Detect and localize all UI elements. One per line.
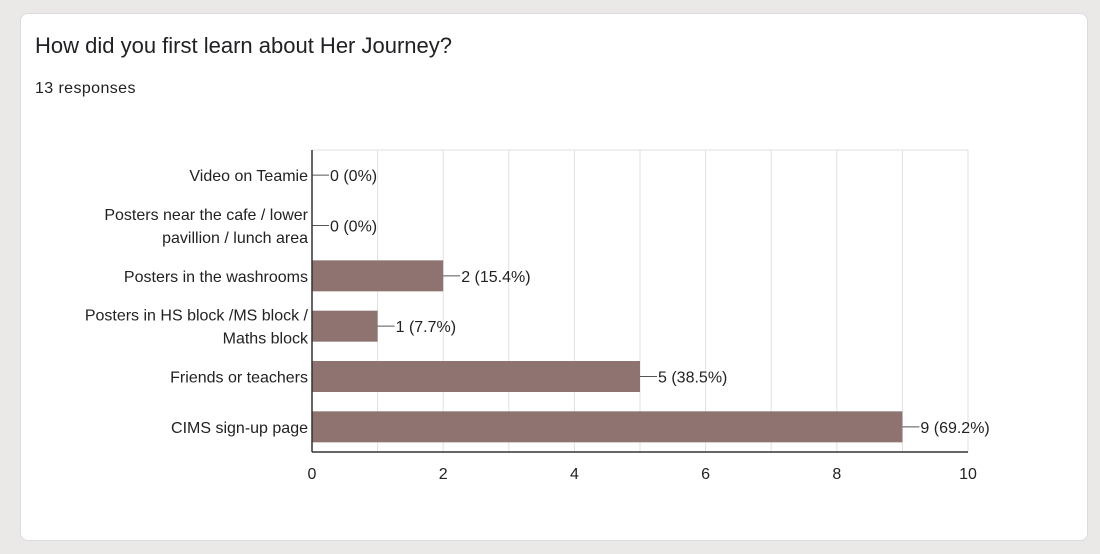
- category-label: Posters in HS block /MS block /: [85, 308, 309, 325]
- category-label: Maths block: [223, 331, 309, 348]
- category-label: pavillion / lunch area: [162, 230, 308, 247]
- data-label: 5 (38.5%): [658, 370, 727, 387]
- x-tick-label: 0: [308, 466, 317, 483]
- data-label: 9 (69.2%): [920, 420, 989, 437]
- bar: [312, 310, 378, 342]
- category-label: Video on Teamie: [189, 168, 308, 185]
- chart-card: [20, 13, 1088, 541]
- data-label: 0 (0%): [330, 219, 377, 236]
- x-tick-label: 10: [959, 466, 977, 483]
- x-tick-label: 6: [701, 466, 710, 483]
- category-label: CIMS sign-up page: [171, 420, 308, 437]
- category-label: Posters near the cafe / lower: [104, 207, 308, 224]
- x-tick-label: 8: [832, 466, 841, 483]
- bar: [312, 260, 444, 292]
- bar: [312, 411, 903, 443]
- data-label: 0 (0%): [330, 168, 377, 185]
- x-tick-label: 2: [439, 466, 448, 483]
- data-label: 2 (15.4%): [461, 269, 530, 286]
- bar: [312, 361, 640, 392]
- response-count: 13 responses: [35, 80, 136, 97]
- x-tick-label: 4: [570, 466, 579, 483]
- category-label: Posters in the washrooms: [124, 269, 308, 286]
- data-label: 1 (7.7%): [396, 319, 456, 336]
- question-title: How did you first learn about Her Journe…: [35, 33, 452, 58]
- category-label: Friends or teachers: [170, 370, 308, 387]
